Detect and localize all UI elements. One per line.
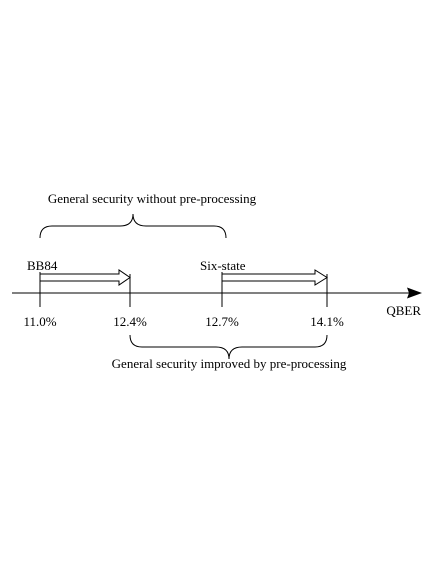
qber-axis-arrowhead: [407, 287, 422, 299]
tick-label-12-4: 12.4%: [113, 314, 147, 329]
bb84-range-arrow: [39, 269, 131, 286]
six-state-range-arrow: [221, 269, 328, 286]
bottom-brace: [129, 334, 328, 360]
tick-label-14-1: 14.1%: [310, 314, 344, 329]
axis-label-qber: QBER: [386, 303, 421, 318]
tick-label-11-0: 11.0%: [23, 314, 56, 329]
protocol-label-bb84: BB84: [27, 258, 58, 273]
top-brace: [39, 213, 227, 239]
protocol-label-six-state: Six-state: [200, 258, 246, 273]
bottom-brace-label: General security improved by pre-process…: [112, 356, 347, 371]
top-brace-label: General security without pre-processing: [48, 191, 257, 206]
tick-label-12-7: 12.7%: [205, 314, 239, 329]
